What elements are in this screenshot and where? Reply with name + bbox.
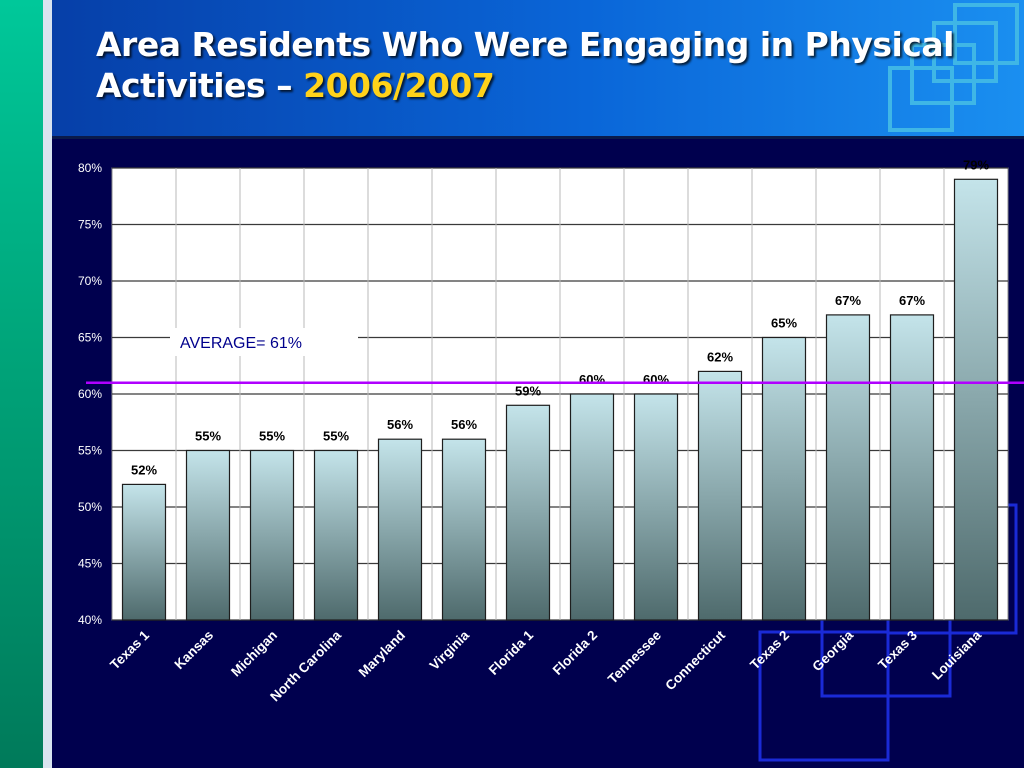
x-tick-label: Kansas <box>172 628 217 673</box>
x-tick-label: Louisiana <box>929 627 985 683</box>
data-label: 55% <box>195 429 221 444</box>
bar <box>889 314 935 621</box>
y-tick-label: 70% <box>78 274 102 288</box>
x-tick-label: Georgia <box>809 627 856 674</box>
left-accent-bar <box>0 0 43 768</box>
x-tick-label: Texas 2 <box>747 628 792 673</box>
bars: 52% 55% 55% 55% 56% 56% 59% 60% 60% 62% 65% 67% 67% 7… <box>121 157 999 621</box>
y-tick-label: 40% <box>78 613 102 627</box>
bar <box>441 438 487 621</box>
bar <box>825 314 871 621</box>
x-tick-label: Texas 1 <box>107 627 152 672</box>
title-text: Area Residents Who Were Engaging in Phys… <box>96 25 954 105</box>
x-tick-label: Florida 2 <box>550 628 600 678</box>
bar <box>121 483 167 621</box>
bar <box>633 393 679 621</box>
decor-square-4 <box>888 66 954 132</box>
x-tick-label: Connecticut <box>662 627 728 693</box>
bar <box>313 449 359 621</box>
y-tick-label: 65% <box>78 331 102 345</box>
y-tick-label: 75% <box>78 218 102 232</box>
y-tick-label: 45% <box>78 557 102 571</box>
bar <box>761 336 807 621</box>
data-label: 67% <box>835 293 861 308</box>
decor-square-1 <box>953 3 1019 65</box>
bar <box>377 438 423 621</box>
banner-divider <box>52 136 1024 139</box>
average-indicator: AVERAGE= 61% <box>86 328 1024 384</box>
data-label: 60% <box>579 372 605 387</box>
bar <box>249 449 295 621</box>
data-label: 67% <box>899 293 925 308</box>
bar <box>697 370 743 621</box>
data-label: 55% <box>259 429 285 444</box>
decor-square-2 <box>932 21 998 83</box>
y-axis: 40% 45% 50% 55% 60% 65% 70% 75% 80% <box>78 161 102 627</box>
x-tick-label: Michigan <box>228 628 280 680</box>
data-label: 59% <box>515 383 541 398</box>
x-tick-label: Maryland <box>356 628 409 681</box>
data-label: 65% <box>771 316 797 331</box>
data-label: 60% <box>643 372 669 387</box>
data-label: 56% <box>451 417 477 432</box>
data-label: 55% <box>323 429 349 444</box>
x-tick-label: Virginia <box>427 627 473 673</box>
y-tick-label: 60% <box>78 387 102 401</box>
data-label: 56% <box>387 417 413 432</box>
bar <box>569 393 615 621</box>
x-tick-label: Florida 1 <box>486 627 537 678</box>
left-accent-stripe <box>43 0 52 768</box>
x-tick-label: Tennessee <box>605 627 665 687</box>
title-banner <box>52 0 1024 136</box>
bar <box>505 404 551 621</box>
data-label: 52% <box>131 462 157 477</box>
bar <box>185 449 231 621</box>
average-label: AVERAGE= 61% <box>180 335 302 352</box>
y-tick-label: 50% <box>78 500 102 514</box>
slide-title: Area Residents Who Were Engaging in Phys… <box>96 24 1024 106</box>
bar <box>953 178 999 621</box>
y-tick-label: 80% <box>78 161 102 175</box>
decor-square-3 <box>910 43 976 105</box>
y-tick-label: 55% <box>78 444 102 458</box>
decorative-squares <box>888 3 1019 132</box>
average-label-box <box>170 328 358 356</box>
data-label: 79% <box>963 157 989 172</box>
title-years: 2006/2007 <box>303 66 495 105</box>
data-label: 62% <box>707 349 733 364</box>
